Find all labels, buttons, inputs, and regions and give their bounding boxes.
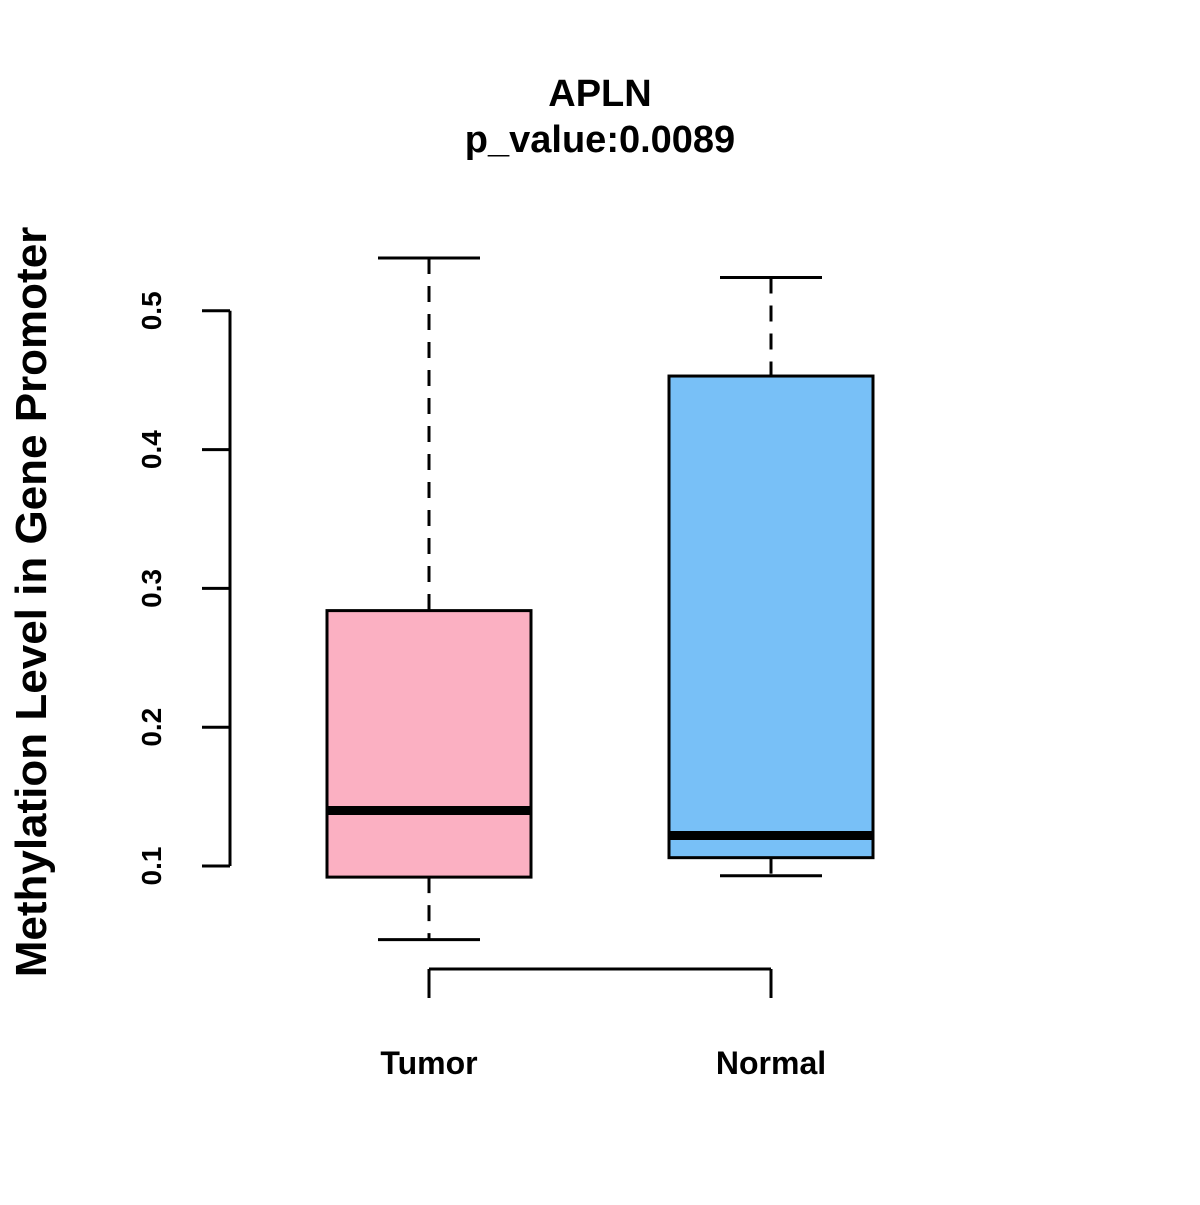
chart-subtitle: p_value:0.0089 — [465, 119, 735, 161]
y-axis: 0.1 0.2 0.3 0.4 0.5 — [136, 291, 232, 886]
y-tick-label: 0.5 — [136, 291, 167, 330]
boxes — [325, 256, 875, 942]
iqr-box — [667, 374, 875, 860]
y-tick-label: 0.1 — [136, 847, 167, 886]
y-tick-label: 0.4 — [136, 430, 167, 469]
box-tumor — [325, 256, 533, 942]
y-tick-label: 0.2 — [136, 708, 167, 747]
y-axis-label: Methylation Level in Gene Promoter — [7, 227, 56, 978]
x-tick-label: Tumor — [380, 1045, 477, 1081]
x-axis: Tumor Normal — [380, 967, 826, 1081]
iqr-box — [325, 609, 533, 879]
chart-title: APLN — [548, 73, 651, 115]
box-normal — [667, 275, 875, 878]
y-tick-label: 0.3 — [136, 569, 167, 608]
x-tick-label: Normal — [716, 1045, 826, 1081]
